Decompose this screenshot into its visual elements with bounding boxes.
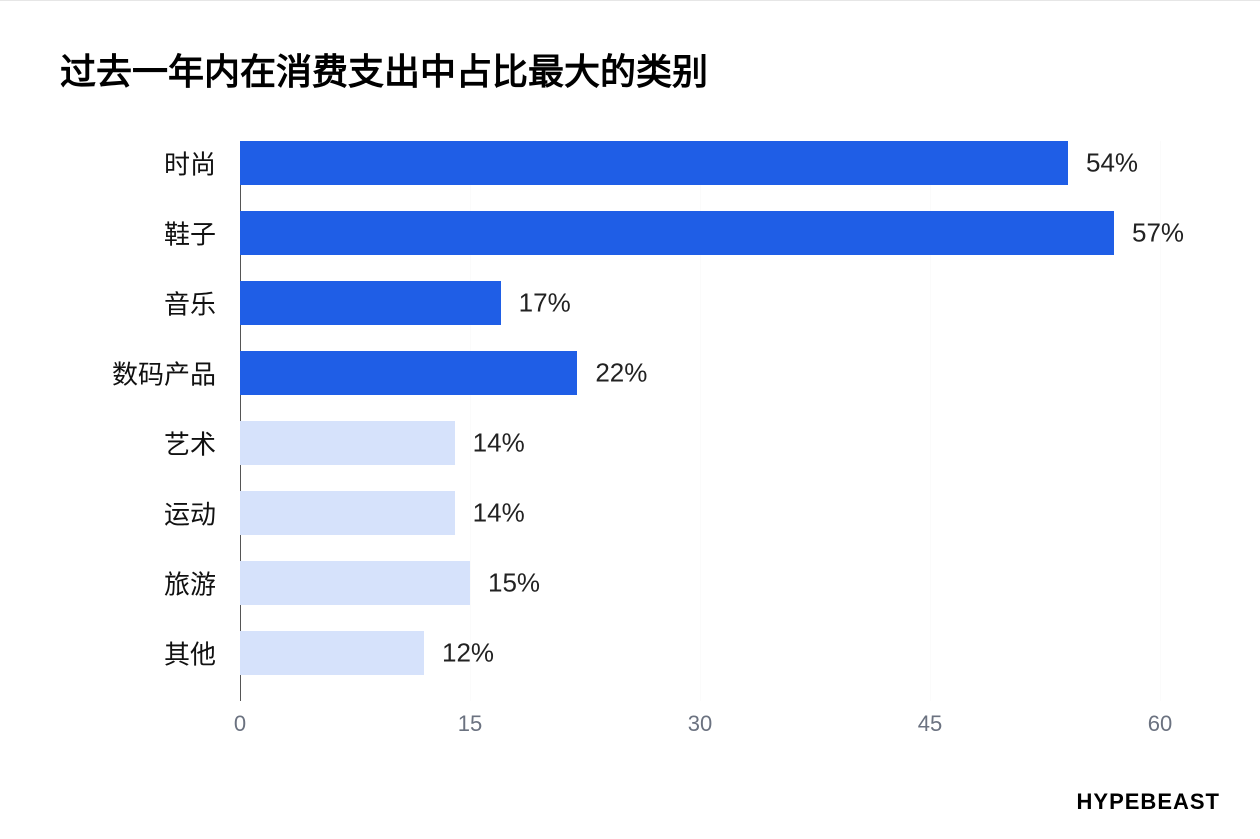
value-label: 12% bbox=[442, 638, 494, 669]
bar bbox=[240, 141, 1068, 185]
chart-area: 015304560时尚54%鞋子57%音乐17%数码产品22%艺术14%运动14… bbox=[240, 141, 1160, 701]
bar bbox=[240, 281, 501, 325]
category-label: 音乐 bbox=[164, 285, 240, 322]
value-label: 22% bbox=[595, 358, 647, 389]
bar-row: 数码产品22% bbox=[240, 351, 1160, 395]
x-tick-label: 60 bbox=[1148, 711, 1172, 737]
bar-row: 旅游15% bbox=[240, 561, 1160, 605]
value-label: 17% bbox=[519, 288, 571, 319]
bar bbox=[240, 211, 1114, 255]
x-tick-label: 45 bbox=[918, 711, 942, 737]
value-label: 54% bbox=[1086, 148, 1138, 179]
bar bbox=[240, 351, 577, 395]
category-label: 运动 bbox=[164, 495, 240, 532]
chart-title: 过去一年内在消费支出中占比最大的类别 bbox=[60, 43, 708, 95]
value-label: 15% bbox=[488, 568, 540, 599]
category-label: 时尚 bbox=[164, 145, 240, 182]
x-tick-label: 0 bbox=[234, 711, 246, 737]
brand-wordmark: HYPEBEAST bbox=[1077, 789, 1220, 815]
bar bbox=[240, 561, 470, 605]
x-tick-label: 30 bbox=[688, 711, 712, 737]
value-label: 14% bbox=[473, 428, 525, 459]
chart-plot: 015304560时尚54%鞋子57%音乐17%数码产品22%艺术14%运动14… bbox=[240, 141, 1160, 701]
value-label: 57% bbox=[1132, 218, 1184, 249]
bar-row: 时尚54% bbox=[240, 141, 1160, 185]
bar-row: 音乐17% bbox=[240, 281, 1160, 325]
category-label: 旅游 bbox=[164, 565, 240, 602]
category-label: 艺术 bbox=[164, 425, 240, 462]
chart-frame: 过去一年内在消费支出中占比最大的类别 015304560时尚54%鞋子57%音乐… bbox=[0, 0, 1260, 839]
bar-row: 鞋子57% bbox=[240, 211, 1160, 255]
bar-row: 运动14% bbox=[240, 491, 1160, 535]
value-label: 14% bbox=[473, 498, 525, 529]
bar-row: 艺术14% bbox=[240, 421, 1160, 465]
bar bbox=[240, 491, 455, 535]
bar-row: 其他12% bbox=[240, 631, 1160, 675]
bar bbox=[240, 631, 424, 675]
category-label: 其他 bbox=[164, 635, 240, 672]
x-tick-label: 15 bbox=[458, 711, 482, 737]
category-label: 鞋子 bbox=[164, 215, 240, 252]
bar bbox=[240, 421, 455, 465]
category-label: 数码产品 bbox=[112, 355, 240, 392]
